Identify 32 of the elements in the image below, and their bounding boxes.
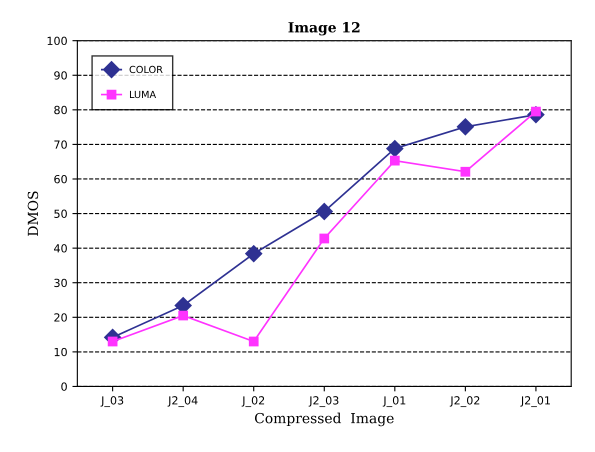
y-tick-label: 50 bbox=[54, 210, 67, 218]
point bbox=[248, 336, 259, 346]
point bbox=[245, 245, 262, 262]
point bbox=[178, 310, 188, 320]
x-tick-label: J_01 bbox=[382, 396, 406, 408]
y-tick-label: 10 bbox=[54, 348, 67, 356]
y-tick-label: 20 bbox=[54, 313, 67, 322]
point bbox=[460, 166, 470, 177]
point bbox=[316, 202, 333, 220]
legend-label: COLOR bbox=[130, 66, 163, 74]
y-tick-label: 60 bbox=[54, 174, 67, 184]
x-tick-label: J2_01 bbox=[520, 396, 550, 408]
y-tick-label: 70 bbox=[54, 140, 67, 149]
chart-title: Image 12 bbox=[288, 22, 360, 36]
x-axis-title: Compressed Image bbox=[254, 412, 394, 426]
point bbox=[390, 156, 400, 166]
x-tick-label: J_02 bbox=[242, 396, 264, 408]
y-axis-title: DMOS bbox=[28, 191, 38, 236]
point bbox=[386, 140, 404, 158]
y-tick-label: 30 bbox=[54, 278, 67, 288]
x-tick-label: J2_02 bbox=[450, 396, 480, 408]
x-tick-label: J_03 bbox=[100, 396, 124, 408]
y-tick-label: 40 bbox=[54, 244, 67, 253]
y-tick-label: 0 bbox=[61, 382, 67, 391]
x-tick-label: J2_03 bbox=[308, 396, 338, 408]
point bbox=[456, 118, 474, 136]
legend-label: LUMA bbox=[130, 90, 156, 98]
y-tick-label: 90 bbox=[54, 71, 67, 80]
point bbox=[319, 234, 330, 244]
y-tick-label: 80 bbox=[54, 106, 67, 114]
y-tick-label: 100 bbox=[48, 36, 67, 46]
x-tick-label: J2_04 bbox=[168, 396, 198, 408]
